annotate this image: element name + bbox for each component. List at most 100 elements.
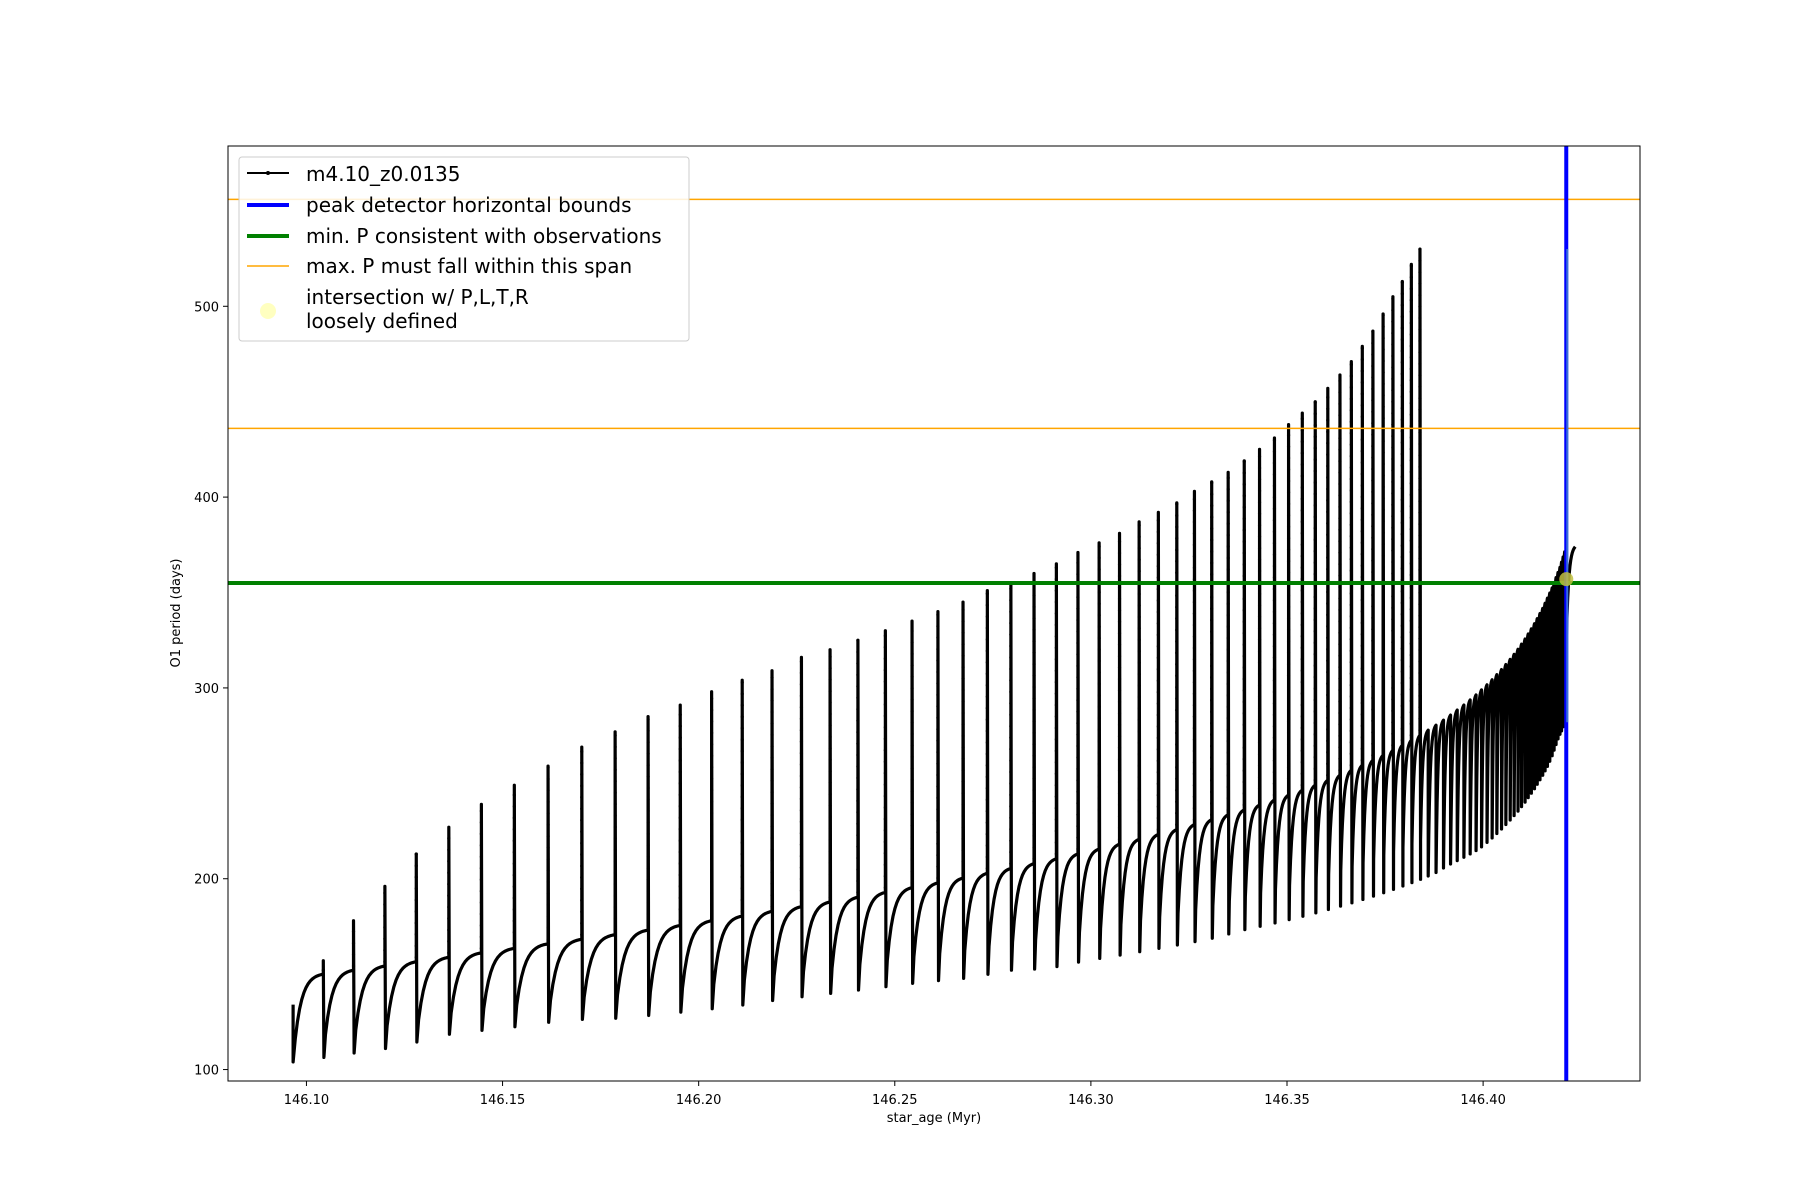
track-point (1338, 413, 1342, 417)
track-point (1210, 664, 1214, 668)
track-point (936, 704, 940, 708)
track-point (1076, 710, 1080, 714)
track-point (1097, 625, 1101, 629)
track-point (1300, 485, 1304, 490)
track-point (985, 809, 989, 813)
track-point (1272, 552, 1277, 557)
track-point (383, 960, 387, 964)
track-point (985, 729, 989, 733)
track-point (740, 829, 744, 833)
track-point (1381, 393, 1385, 397)
track-point (479, 866, 483, 870)
track-point (828, 689, 832, 693)
track-point (828, 769, 832, 773)
track-point (546, 788, 550, 793)
track-point (1338, 585, 1342, 589)
track-point (1338, 562, 1342, 566)
track-point (1137, 638, 1141, 642)
track-point (856, 776, 860, 780)
track-point (1242, 803, 1246, 807)
track-point (1349, 763, 1353, 767)
track-point (985, 626, 989, 630)
track-point (414, 864, 418, 868)
track-point (1300, 577, 1304, 581)
track-point (799, 808, 804, 812)
track-point (1137, 695, 1141, 699)
track-point (1381, 565, 1385, 569)
track-point (1400, 463, 1404, 468)
track-point (1242, 505, 1246, 509)
track-point (1009, 816, 1013, 820)
track-point (1054, 566, 1058, 570)
track-point (1242, 723, 1246, 727)
track-point (1226, 693, 1230, 697)
track-point (1360, 747, 1364, 751)
track-point (936, 739, 940, 743)
track-point (1400, 315, 1404, 319)
track-point (1175, 765, 1179, 769)
track-point (985, 798, 989, 802)
track-point (1175, 628, 1179, 632)
track-point (961, 791, 965, 795)
track-point (1117, 723, 1122, 727)
track-point (985, 683, 989, 687)
track-point (678, 713, 682, 717)
track-point (1418, 717, 1422, 721)
track-point (1371, 444, 1375, 448)
track-point (883, 748, 887, 752)
track-point (1156, 576, 1160, 580)
track-point (1054, 692, 1058, 696)
track-point (1400, 692, 1404, 697)
track-point (646, 717, 650, 721)
track-point (1009, 724, 1013, 728)
track-point (1360, 449, 1364, 453)
track-point (1272, 667, 1277, 671)
track-point (646, 752, 650, 756)
track-point (1313, 423, 1317, 427)
track-point (1117, 688, 1122, 693)
track-point (1349, 362, 1353, 367)
track-point (910, 869, 914, 873)
track-point (1391, 342, 1395, 347)
track-point (383, 948, 387, 952)
y-tick-label: 200 (194, 873, 219, 888)
track-point (1032, 731, 1036, 735)
track-point (1300, 508, 1304, 512)
track-point (1400, 715, 1404, 719)
track-point (1242, 631, 1246, 635)
track-point (1054, 669, 1058, 673)
track-point (799, 705, 804, 709)
track-point (1097, 567, 1101, 571)
track-point (1175, 777, 1179, 781)
track-point (1272, 701, 1277, 706)
track-point (1418, 522, 1422, 526)
track-point (1300, 600, 1304, 604)
track-point (1009, 621, 1013, 625)
track-point (1400, 337, 1404, 342)
track-point (1210, 698, 1214, 702)
track-point (1409, 309, 1413, 314)
track-point (1409, 653, 1413, 657)
track-point (1286, 685, 1291, 689)
track-point (1371, 662, 1375, 666)
track-point (1137, 546, 1141, 550)
track-point (447, 859, 451, 863)
track-point (1349, 717, 1353, 722)
track-point (1242, 654, 1246, 658)
track-point (1076, 561, 1080, 565)
track-point (1381, 416, 1385, 420)
track-point (1257, 626, 1262, 630)
track-point (1054, 714, 1058, 719)
track-point (1349, 683, 1353, 687)
track-point (546, 811, 550, 815)
track-point (1400, 612, 1404, 616)
track-point (1272, 495, 1277, 499)
track-point (1409, 607, 1413, 611)
track-point (799, 717, 804, 721)
track-point (1009, 747, 1013, 751)
track-point (1226, 728, 1230, 732)
track-point (1326, 498, 1330, 503)
track-point (770, 847, 774, 852)
track-point (1338, 654, 1342, 658)
track-point (1192, 703, 1197, 707)
